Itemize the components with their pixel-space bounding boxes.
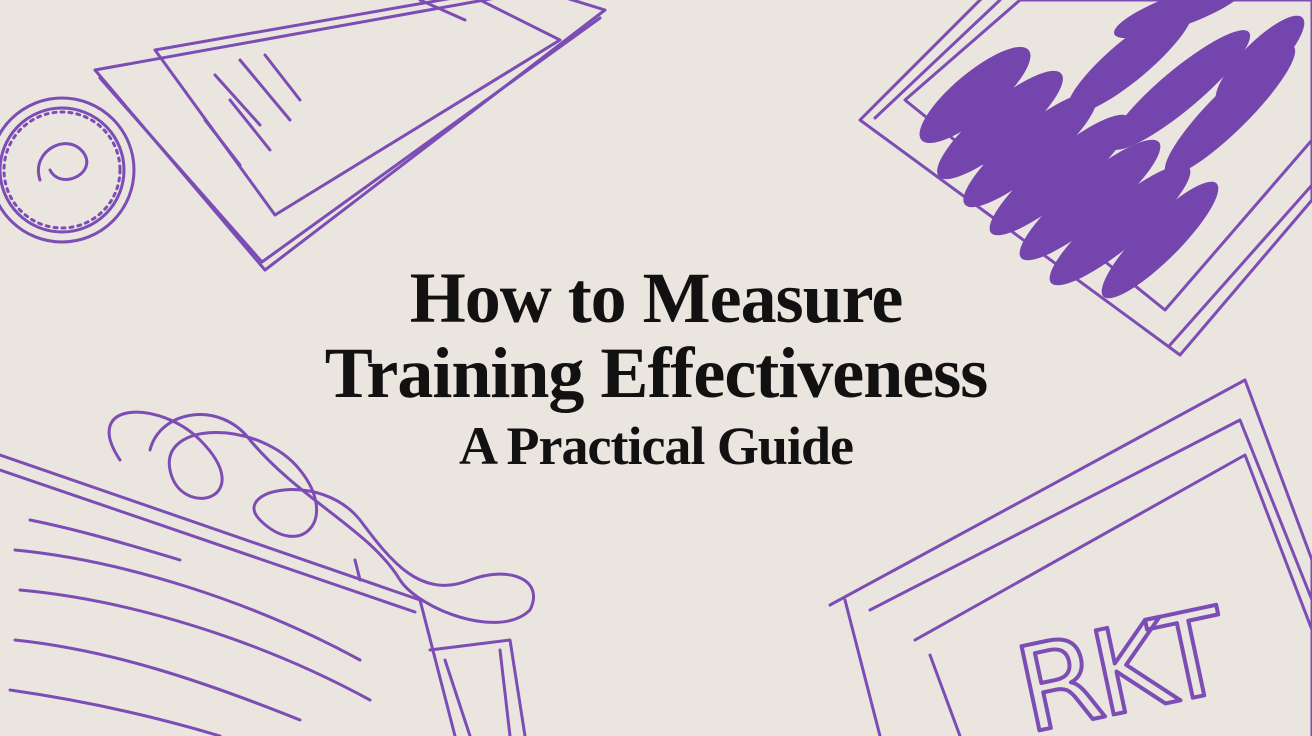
subtitle: A Practical Guide [459, 416, 854, 476]
title-line-2: Training Effectiveness [324, 333, 989, 413]
coin-sketch [0, 96, 136, 244]
board-scribble: RKT [1005, 581, 1240, 736]
tray-sketch [858, 0, 1312, 357]
title-line-1: How to Measure [409, 258, 904, 338]
papers-sketch [0, 410, 535, 736]
notepad-sketch [93, 0, 607, 272]
